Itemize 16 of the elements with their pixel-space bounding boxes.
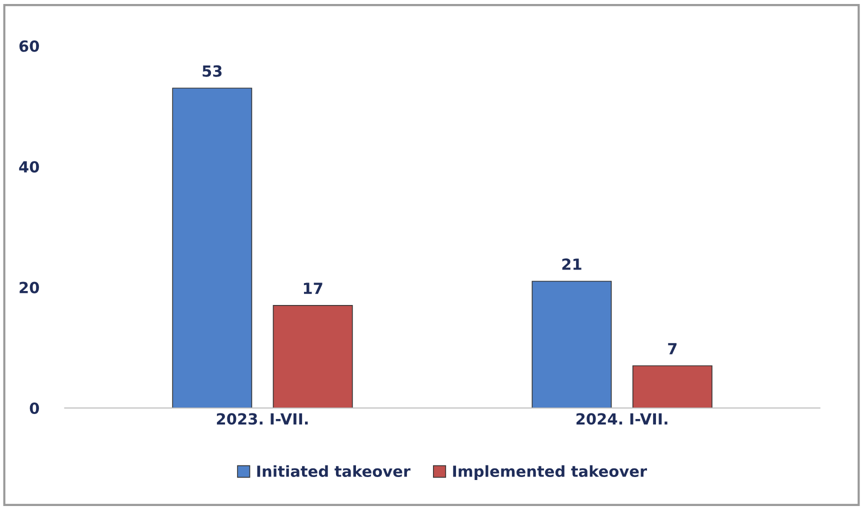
x-tick-label: 2024. I-VII. [576, 413, 668, 425]
bar [632, 365, 712, 408]
legend-label: Implemented takeover [453, 465, 648, 480]
y-tick-label: 20 [20, 282, 39, 294]
y-tick-label: 60 [19, 40, 39, 52]
bar [532, 280, 612, 408]
x-tick-label: 2023. I-VII. [216, 413, 308, 425]
y-tick-label: 40 [19, 161, 39, 173]
legend-label: Initiated takeover [257, 465, 410, 478]
bar [272, 304, 353, 408]
data-label: 21 [562, 258, 582, 270]
data-label: 17 [304, 282, 322, 294]
data-label: 7 [668, 343, 677, 354]
y-tick-label: 0 [30, 402, 39, 414]
bar [172, 88, 252, 408]
data-label: 53 [202, 65, 222, 77]
